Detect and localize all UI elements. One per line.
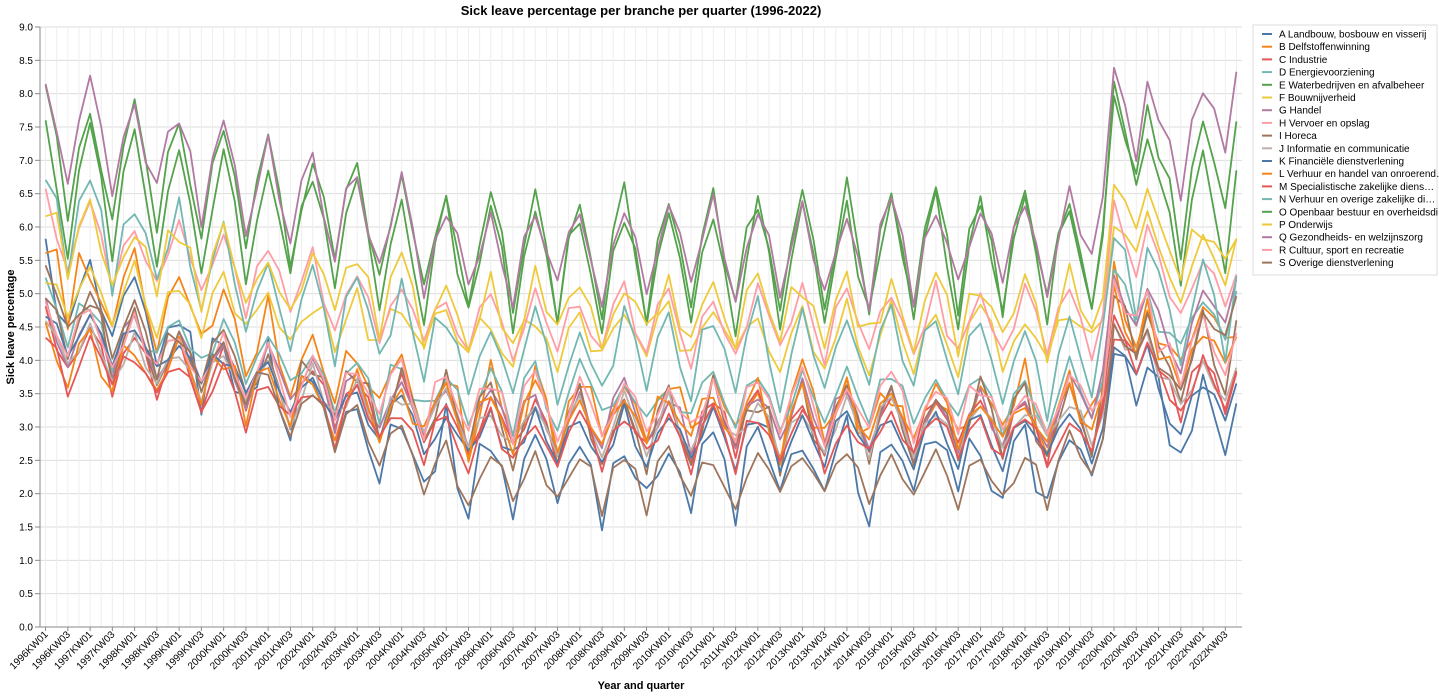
legend-label[interactable]: H Vervoer en opslag xyxy=(1279,118,1370,129)
legend-label[interactable]: D Energievoorziening xyxy=(1279,68,1375,79)
y-tick-label: 7.0 xyxy=(19,156,33,167)
y-tick-label: 1.5 xyxy=(19,523,33,534)
legend-label[interactable]: L Verhuur en handel van onroerend… xyxy=(1279,169,1439,180)
legend-label[interactable]: K Financiële dienstverlening xyxy=(1279,157,1404,168)
grid xyxy=(40,26,1242,628)
legend-label[interactable]: E Waterbedrijven en afvalbeheer xyxy=(1279,80,1425,91)
y-tick-label: 4.0 xyxy=(19,356,33,367)
legend-label[interactable]: F Bouwnijverheid xyxy=(1279,93,1356,104)
series-line-14[interactable] xyxy=(44,80,1238,325)
y-tick-label: 7.5 xyxy=(19,123,33,134)
legend-label[interactable]: C Industrie xyxy=(1279,55,1328,66)
x-axis-title: Year and quarter xyxy=(598,680,686,692)
y-tick-label: 8.0 xyxy=(19,89,33,100)
series-line-13[interactable] xyxy=(44,179,1238,422)
legend-label[interactable]: S Overige dienstverlening xyxy=(1279,258,1394,269)
series-line-15[interactable] xyxy=(45,183,1238,364)
chart-title: Sick leave percentage per branche per qu… xyxy=(461,3,822,18)
y-axis-title: Sick leave percentage xyxy=(5,270,17,385)
series-line-17[interactable] xyxy=(44,278,1238,448)
legend-label[interactable]: N Verhuur en overige zakelijke di… xyxy=(1279,195,1435,206)
series-line-16[interactable] xyxy=(44,66,1238,312)
y-tick-label: 6.0 xyxy=(19,223,33,234)
legend-label[interactable]: A Landbouw, bosbouw en visserij xyxy=(1279,30,1426,41)
y-tick-label: 5.5 xyxy=(19,256,33,267)
legend-label[interactable]: R Cultuur, sport en recreatie xyxy=(1279,245,1404,256)
legend-label[interactable]: P Onderwijs xyxy=(1279,220,1333,231)
y-tick-label: 1.0 xyxy=(19,556,33,567)
series-line-10[interactable] xyxy=(45,314,1238,473)
legend-frame xyxy=(1252,24,1438,276)
y-tick-label: 3.5 xyxy=(19,389,33,400)
y-tick-label: 0.5 xyxy=(19,589,33,600)
legend-label[interactable]: I Horeca xyxy=(1279,131,1317,142)
series-line-3[interactable] xyxy=(44,268,1238,438)
legend-label[interactable]: O Openbaar bestuur en overheidsdi… xyxy=(1279,207,1439,218)
series-line-18[interactable] xyxy=(44,264,1238,517)
y-tick-label: 9.0 xyxy=(19,23,33,34)
legend-label[interactable]: J Informatie en communicatie xyxy=(1279,144,1410,155)
series-lines xyxy=(44,66,1238,532)
legend-label[interactable]: G Handel xyxy=(1279,106,1321,117)
y-tick-label: 8.5 xyxy=(19,56,33,67)
series-line-12[interactable] xyxy=(44,335,1238,476)
legend-label[interactable]: Q Gezondheids- en welzijnszorg xyxy=(1279,233,1423,244)
y-tick-label: 4.5 xyxy=(19,323,33,334)
legend-label[interactable]: B Delfstoffenwinning xyxy=(1279,42,1370,53)
y-tick-label: 0.0 xyxy=(19,623,33,634)
series-line-11[interactable] xyxy=(44,284,1238,462)
y-tick-label: 5.0 xyxy=(19,289,33,300)
y-tick-label: 3.0 xyxy=(19,423,33,434)
legend-label[interactable]: M Specialistische zakelijke diens… xyxy=(1279,182,1434,193)
y-tick-label: 6.5 xyxy=(19,189,33,200)
y-tick-label: 2.5 xyxy=(19,456,33,467)
y-tick-label: 2.0 xyxy=(19,489,33,500)
